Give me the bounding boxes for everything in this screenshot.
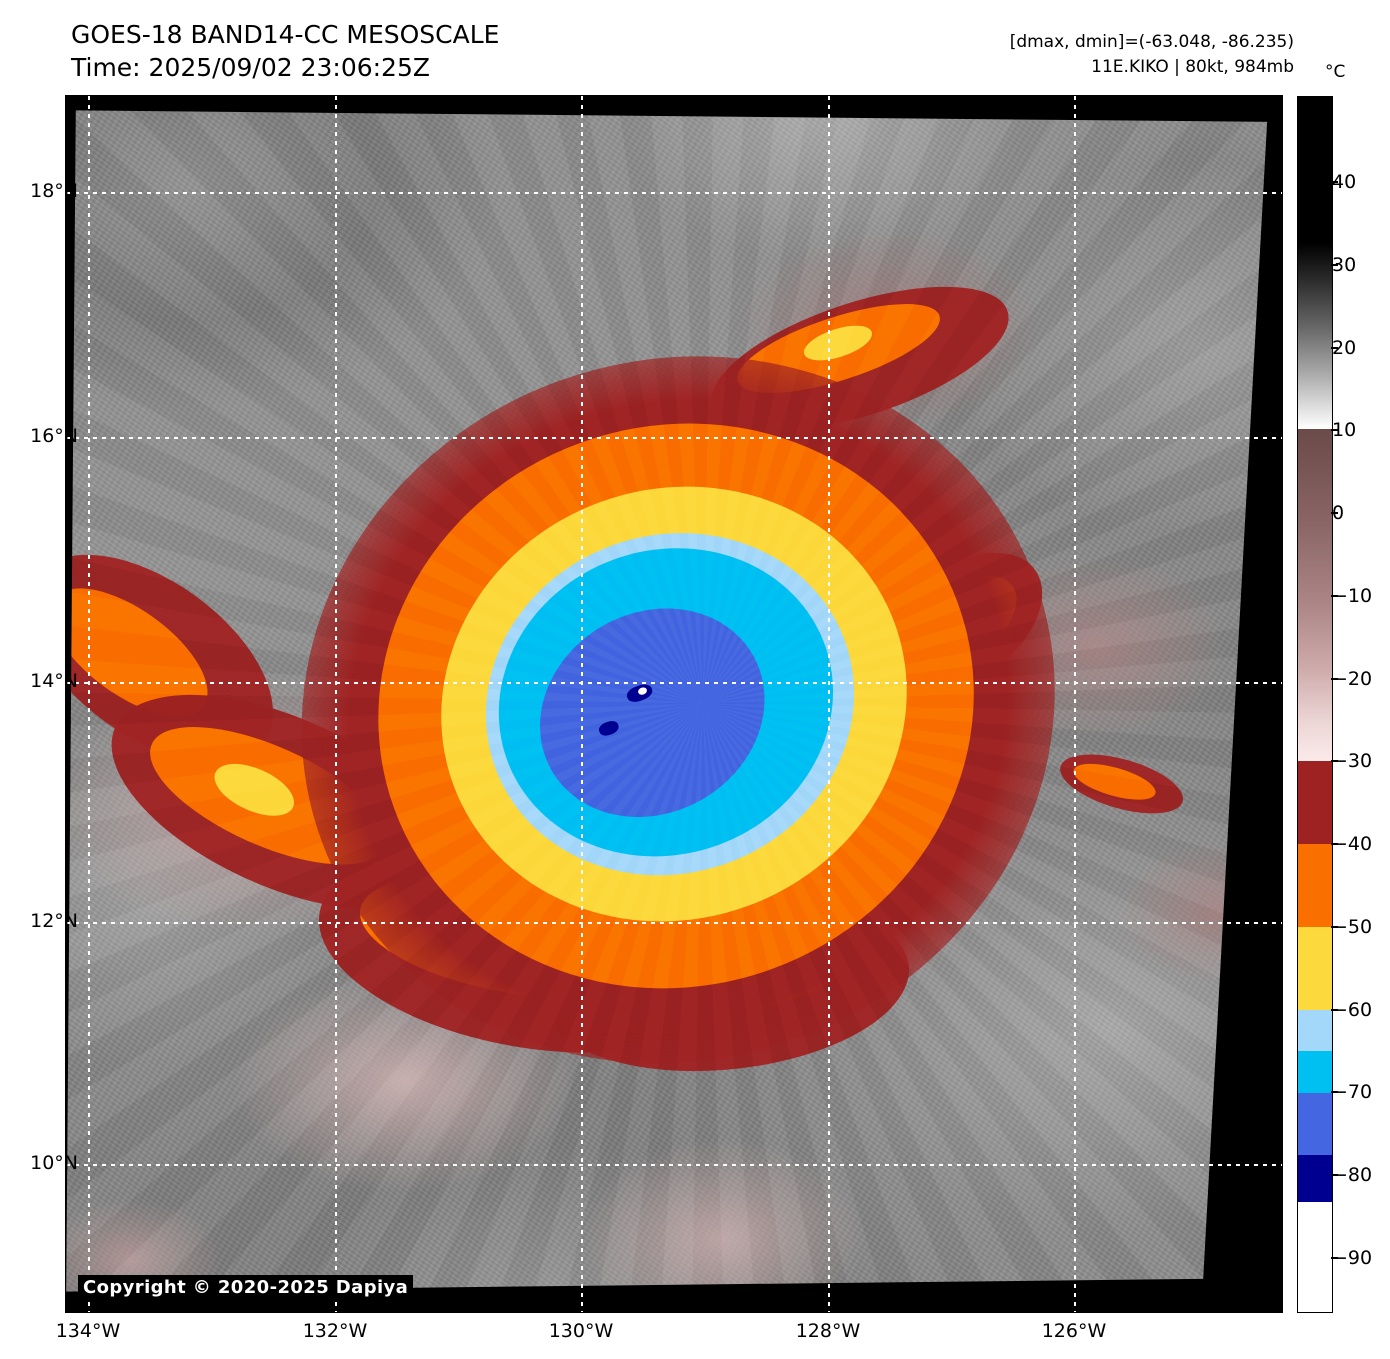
colorbar-tickmark: [1331, 264, 1338, 266]
colorbar-tickmark: [1331, 512, 1338, 514]
colorbar-tickmark: [1331, 347, 1338, 349]
colorbar-tickmark: [1331, 429, 1338, 431]
colorbar-segment-minus40: [1298, 761, 1332, 844]
colorbar-tickmark: [1331, 678, 1338, 680]
colorbar-unit-label: °C: [1325, 62, 1346, 82]
colorbar-tickmark: [1331, 181, 1338, 183]
time-line: Time: 2025/09/02 23:06:25Z: [71, 53, 430, 82]
lat-label-14n: 14°N: [30, 670, 78, 692]
colorbar-tick-m10: −10: [1332, 585, 1373, 607]
lon-label-128w: 128°W: [795, 1320, 861, 1342]
colorbar-tick-m90: −90: [1332, 1247, 1373, 1269]
lat-label-18n: 18°N: [30, 180, 78, 202]
copyright-notice: Copyright © 2020-2025 Dapiya: [78, 1275, 414, 1300]
colorbar-tick-m40: −40: [1332, 833, 1373, 855]
lon-label-126w: 126°W: [1041, 1320, 1107, 1342]
title-line: GOES-18 BAND14-CC MESOSCALE: [71, 20, 500, 49]
colorbar: [1297, 96, 1333, 1313]
colorbar-segment-minus60: [1298, 927, 1332, 1010]
lat-label-10n: 10°N: [30, 1152, 78, 1174]
colorbar-segment-minus85: [1298, 1155, 1332, 1202]
colorbar-segment-mauve: [1298, 429, 1332, 761]
colorbar-segment-greyscale: [1298, 97, 1332, 429]
dmax-dmin-label: [dmax, dmin]=(-63.048, -86.235): [1009, 32, 1294, 52]
colorbar-tickmark: [1331, 595, 1338, 597]
colorbar-tickmark: [1331, 1009, 1338, 1011]
storm-info-label: 11E.KIKO | 80kt, 984mb: [1091, 57, 1294, 77]
colorbar-tick-0: 0: [1332, 502, 1345, 524]
colorbar-segment-minus90: [1298, 1202, 1332, 1312]
lon-label-134w: 134°W: [55, 1320, 121, 1342]
satellite-swath: [66, 96, 1282, 1312]
lon-label-130w: 130°W: [548, 1320, 614, 1342]
colorbar-tick-40: 40: [1332, 171, 1357, 193]
lon-label-132w: 132°W: [302, 1320, 368, 1342]
colorbar-tickmark: [1331, 1091, 1338, 1093]
page-title: GOES-18 BAND14-CC MESOSCALE Time: 2025/0…: [71, 18, 499, 84]
colorbar-tick-10: 10: [1332, 419, 1357, 441]
colorbar-segment-minus70: [1298, 1051, 1332, 1093]
colorbar-tick-m30: −30: [1332, 750, 1373, 772]
satellite-image-panel: Copyright © 2020-2025 Dapiya: [65, 95, 1283, 1313]
colorbar-tick-m50: −50: [1332, 916, 1373, 938]
no-data-region-left: [66, 96, 76, 1312]
colorbar-tickmark: [1331, 843, 1338, 845]
colorbar-tickmark: [1331, 1257, 1338, 1259]
colorbar-tick-m80: −80: [1332, 1164, 1373, 1186]
colorbar-tickmark: [1331, 926, 1338, 928]
metadata-block: [dmax, dmin]=(-63.048, -86.235) 11E.KIKO…: [1010, 30, 1294, 80]
colorbar-tick-20: 20: [1332, 337, 1357, 359]
colorbar-segment-minus80: [1298, 1093, 1332, 1155]
colorbar-tickmark: [1331, 1174, 1338, 1176]
colorbar-tick-m60: −60: [1332, 999, 1373, 1021]
colorbar-tick-30: 30: [1332, 254, 1357, 276]
colorbar-tick-m70: −70: [1332, 1081, 1373, 1103]
colorbar-segment-minus65: [1298, 1010, 1332, 1051]
lat-label-12n: 12°N: [30, 910, 78, 932]
colorbar-segment-minus50: [1298, 844, 1332, 927]
lat-label-16n: 16°N: [30, 425, 78, 447]
colorbar-tickmark: [1331, 760, 1338, 762]
colorbar-tick-m20: −20: [1332, 668, 1373, 690]
